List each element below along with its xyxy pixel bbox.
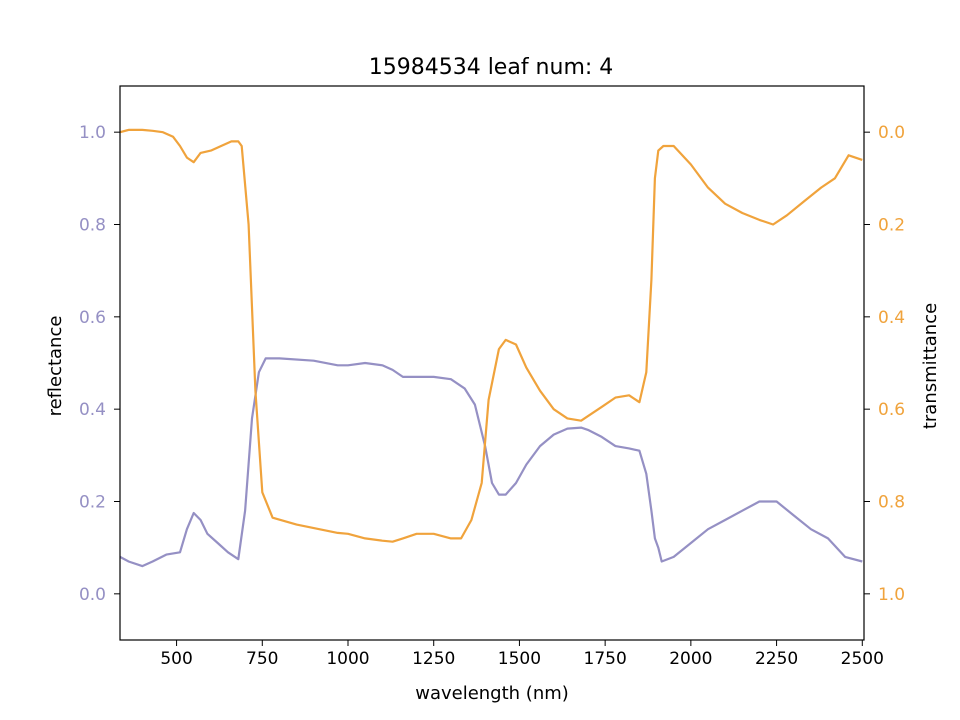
x-tick-label: 750 [246,649,278,669]
series-layer [119,128,863,568]
y-right-tick-label: 1.0 [878,585,905,605]
y-left-tick-label: 0.2 [79,493,106,513]
x-axis-label: wavelength (nm) [415,683,569,704]
y-axis-left-label: reflectance [45,316,66,417]
y-axis-right-label: transmittance [920,303,941,429]
x-tick-label: 1500 [498,649,541,669]
y-left-tick-label: 0.8 [79,216,106,236]
chart-title: 15984534 leaf num: 4 [369,55,614,80]
y-left-tick-label: 0.6 [79,308,106,328]
x-tick-label: 1750 [584,649,627,669]
y-left-tick-label: 0.4 [79,400,106,420]
y-axis-left: 0.0 0.2 0.4 0.6 0.8 1.0 [79,123,120,605]
y-right-tick-label: 0.4 [878,308,905,328]
x-tick-label: 1000 [326,649,369,669]
y-right-tick-label: 0.0 [878,123,905,143]
x-tick-label: 2500 [841,649,884,669]
x-tick-label: 500 [160,649,192,669]
x-tick-label: 2250 [755,649,798,669]
x-tick-label: 2000 [669,649,712,669]
y-axis-right: 0.0 0.2 0.4 0.6 0.8 1.0 [864,123,905,605]
y-right-tick-label: 0.8 [878,493,905,513]
y-right-tick-label: 0.6 [878,400,905,420]
plot-frame [119,85,865,641]
y-right-tick-label: 0.2 [878,216,905,236]
transmittance-line [119,128,863,543]
x-tick-label: 1250 [412,649,455,669]
y-left-tick-label: 1.0 [79,123,106,143]
reflectance-line [119,357,863,568]
x-axis: 500 750 1000 1250 1500 1750 2000 2250 2500 [160,640,884,669]
y-left-tick-label: 0.0 [79,585,106,605]
